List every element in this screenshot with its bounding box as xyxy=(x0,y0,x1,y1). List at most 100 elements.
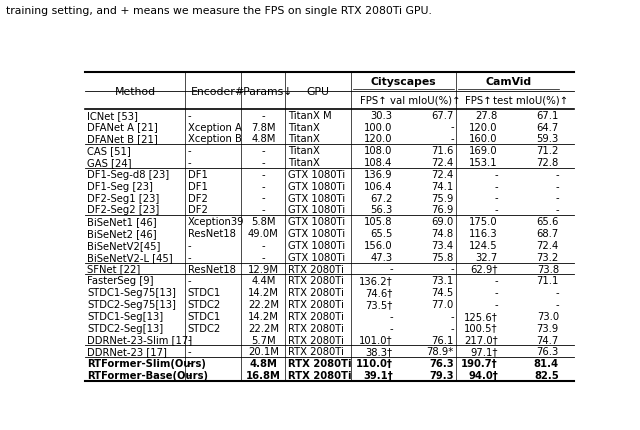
Text: -: - xyxy=(494,169,498,179)
Text: 120.0: 120.0 xyxy=(364,134,393,144)
Text: 56.3: 56.3 xyxy=(371,205,393,215)
Text: 120.0: 120.0 xyxy=(469,122,498,132)
Text: RTFormer-Base(Ours): RTFormer-Base(Ours) xyxy=(88,370,209,380)
Text: 100.0: 100.0 xyxy=(364,122,393,132)
Text: RTX 2080Ti: RTX 2080Ti xyxy=(288,264,344,274)
Text: BiSeNetV2[45]: BiSeNetV2[45] xyxy=(88,240,161,250)
Text: -: - xyxy=(262,240,265,250)
Text: Cityscapes: Cityscapes xyxy=(371,77,436,87)
Text: 73.8: 73.8 xyxy=(537,264,559,274)
Text: 136.9: 136.9 xyxy=(364,169,393,179)
Text: 97.1†: 97.1† xyxy=(470,347,498,356)
Text: -: - xyxy=(494,288,498,298)
Text: GTX 1080Ti: GTX 1080Ti xyxy=(288,169,345,179)
Text: -: - xyxy=(262,111,265,120)
Text: 16.8M: 16.8M xyxy=(246,370,281,380)
Text: -: - xyxy=(262,252,265,262)
Text: 190.7†: 190.7† xyxy=(461,358,498,369)
Text: GTX 1080Ti: GTX 1080Ti xyxy=(288,252,345,262)
Text: DFANet B [21]: DFANet B [21] xyxy=(88,134,158,144)
Text: CamVid: CamVid xyxy=(486,77,532,87)
Text: TitanX: TitanX xyxy=(288,158,319,168)
Text: ICNet [53]: ICNet [53] xyxy=(88,111,138,120)
Text: -: - xyxy=(262,146,265,156)
Text: GTX 1080Ti: GTX 1080Ti xyxy=(288,240,345,250)
Text: FPS↑: FPS↑ xyxy=(360,95,387,105)
Text: DF2-Seg2 [23]: DF2-Seg2 [23] xyxy=(88,205,160,215)
Text: 108.0: 108.0 xyxy=(364,146,393,156)
Text: RTX 2080Ti: RTX 2080Ti xyxy=(288,299,344,309)
Text: 78.9*: 78.9* xyxy=(426,347,454,356)
Text: -: - xyxy=(450,134,454,144)
Text: 76.1: 76.1 xyxy=(431,335,454,345)
Text: 175.0: 175.0 xyxy=(469,217,498,227)
Text: DFANet A [21]: DFANet A [21] xyxy=(88,122,158,132)
Text: 160.0: 160.0 xyxy=(469,134,498,144)
Text: STDC1-Seg[13]: STDC1-Seg[13] xyxy=(88,311,164,321)
Text: 7.8M: 7.8M xyxy=(251,122,276,132)
Text: RTX 2080Ti: RTX 2080Ti xyxy=(288,358,351,369)
Text: 14.2M: 14.2M xyxy=(248,311,279,321)
Text: 100.5†: 100.5† xyxy=(464,323,498,333)
Text: 71.2: 71.2 xyxy=(536,146,559,156)
Text: Xception A: Xception A xyxy=(188,122,241,132)
Text: RTX 2080Ti: RTX 2080Ti xyxy=(288,323,344,333)
Text: -: - xyxy=(494,276,498,286)
Text: -: - xyxy=(188,252,191,262)
Text: 22.2M: 22.2M xyxy=(248,299,279,309)
Text: 79.3: 79.3 xyxy=(429,370,454,380)
Text: 73.9: 73.9 xyxy=(536,323,559,333)
Text: 110.0†: 110.0† xyxy=(356,358,393,369)
Text: RTX 2080Ti: RTX 2080Ti xyxy=(288,311,344,321)
Text: DDRNet-23 [17]: DDRNet-23 [17] xyxy=(88,347,167,356)
Text: RTX 2080Ti: RTX 2080Ti xyxy=(288,276,344,286)
Text: 74.7: 74.7 xyxy=(536,335,559,345)
Text: -: - xyxy=(389,311,393,321)
Text: -: - xyxy=(494,193,498,203)
Text: 75.9: 75.9 xyxy=(431,193,454,203)
Text: 169.0: 169.0 xyxy=(469,146,498,156)
Text: 73.2: 73.2 xyxy=(536,252,559,262)
Text: 73.5†: 73.5† xyxy=(365,299,393,309)
Text: -: - xyxy=(556,169,559,179)
Text: -: - xyxy=(450,323,454,333)
Text: Encoder: Encoder xyxy=(191,86,236,96)
Text: 75.8: 75.8 xyxy=(431,252,454,262)
Text: 67.7: 67.7 xyxy=(431,111,454,120)
Text: 156.0: 156.0 xyxy=(364,240,393,250)
Text: 62.9†: 62.9† xyxy=(470,264,498,274)
Text: -: - xyxy=(188,158,191,168)
Text: STDC2-Seg75[13]: STDC2-Seg75[13] xyxy=(88,299,176,309)
Text: 32.7: 32.7 xyxy=(476,252,498,262)
Text: 136.2†: 136.2† xyxy=(359,276,393,286)
Text: val mIoU(%)↑: val mIoU(%)↑ xyxy=(390,95,461,105)
Text: DF1-Seg-d8 [23]: DF1-Seg-d8 [23] xyxy=(88,169,170,179)
Text: GTX 1080Ti: GTX 1080Ti xyxy=(288,181,345,191)
Text: GTX 1080Ti: GTX 1080Ti xyxy=(288,205,345,215)
Text: TitanX: TitanX xyxy=(288,122,319,132)
Text: 81.4: 81.4 xyxy=(534,358,559,369)
Text: 69.0: 69.0 xyxy=(431,217,454,227)
Text: 64.7: 64.7 xyxy=(536,122,559,132)
Text: BiSeNetV2-L [45]: BiSeNetV2-L [45] xyxy=(88,252,173,262)
Text: 73.1: 73.1 xyxy=(431,276,454,286)
Text: 74.5: 74.5 xyxy=(431,288,454,298)
Text: 76.9: 76.9 xyxy=(431,205,454,215)
Text: STDC1-Seg75[13]: STDC1-Seg75[13] xyxy=(88,288,176,298)
Text: -: - xyxy=(262,169,265,179)
Text: CAS [51]: CAS [51] xyxy=(88,146,131,156)
Text: -: - xyxy=(262,205,265,215)
Text: 72.8: 72.8 xyxy=(536,158,559,168)
Text: DF1: DF1 xyxy=(188,169,207,179)
Text: 94.0†: 94.0† xyxy=(468,370,498,380)
Text: -: - xyxy=(556,205,559,215)
Text: DF2: DF2 xyxy=(188,205,207,215)
Text: RTX 2080Ti: RTX 2080Ti xyxy=(288,370,351,380)
Text: GPU: GPU xyxy=(307,86,330,96)
Text: SFNet [22]: SFNet [22] xyxy=(88,264,141,274)
Text: 68.7: 68.7 xyxy=(536,228,559,239)
Text: 106.4: 106.4 xyxy=(364,181,393,191)
Text: 4.8M: 4.8M xyxy=(250,358,277,369)
Text: 74.6†: 74.6† xyxy=(365,288,393,298)
Text: -: - xyxy=(556,193,559,203)
